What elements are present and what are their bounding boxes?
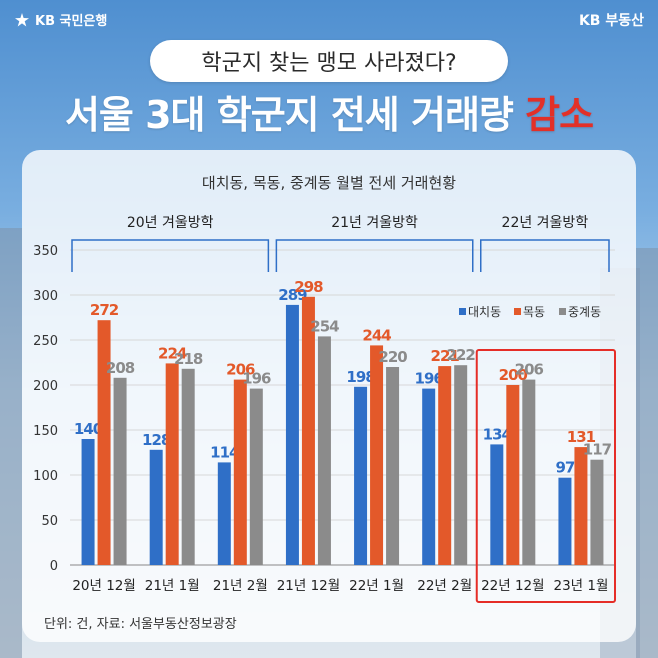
headline-accent: 감소 [525,93,594,137]
chart-title: 대치동, 목동, 중계동 월별 전세 거래현황 [202,174,456,192]
data-label: 134 [483,425,512,443]
bar [386,367,400,565]
bar [233,379,247,565]
y-tick-label: 0 [50,559,58,574]
group-label: 20년 겨울방학 [127,215,214,231]
data-label: 222 [447,346,476,364]
data-label: 140 [74,420,103,438]
legend-swatch [459,308,466,315]
bar [522,379,536,565]
bar [81,439,95,565]
data-label: 114 [210,443,239,461]
data-label: 200 [499,366,528,384]
data-label: 224 [158,344,187,362]
highlight-box [475,349,616,603]
y-tick-label: 300 [33,289,58,304]
x-tick-label: 21년 2월 [213,578,268,594]
bar [506,385,520,565]
headline-main: 서울 3대 학군지 전세 거래량 [64,93,526,137]
x-tick-label: 21년 12월 [277,578,341,594]
bar [97,320,111,565]
source-note: 단위: 건, 자료: 서울부동산정보광장 [44,617,237,632]
bar [370,345,384,565]
kb-real-estate-logo: KB 부동산 [578,13,644,29]
headline: 서울 3대 학군지 전세 거래량 감소 [0,84,658,139]
bar [317,336,331,565]
y-tick-label: 100 [33,469,58,484]
x-tick-label: 22년 12월 [481,578,545,594]
legend-swatch [514,308,521,315]
data-label: 196 [415,370,444,388]
bar [590,459,604,565]
x-tick-label: 21년 1월 [145,578,200,594]
x-tick-label: 22년 1월 [349,578,404,594]
bar [249,388,263,565]
background-building [636,248,658,658]
data-label: 206 [226,361,255,379]
data-label: 218 [174,350,203,368]
data-label: 206 [515,361,544,379]
data-label: 198 [346,368,375,386]
y-tick-label: 250 [33,334,58,349]
bar [165,363,179,565]
data-label: 221 [431,347,460,365]
x-tick-label: 23년 1월 [553,578,608,594]
data-label: 128 [142,431,171,449]
data-label: 220 [378,348,407,366]
bar [574,447,588,565]
y-tick-label: 200 [33,379,58,394]
star-icon [15,12,29,26]
legend-label: 대치동 [468,305,501,319]
group-label: 21년 겨울방학 [331,215,418,231]
bar [181,368,195,565]
legend-swatch [559,308,566,315]
bar [149,449,163,565]
data-label: 196 [242,370,271,388]
background-building [0,228,22,658]
group-bracket [275,239,474,272]
bar [490,444,504,565]
bar [217,462,231,565]
y-tick-label: 150 [33,424,58,439]
bar [113,377,127,565]
legend-label: 중계동 [568,305,601,319]
y-tick-label: 50 [41,514,58,529]
group-bracket [71,239,270,272]
group-label: 22년 겨울방학 [502,215,589,231]
data-label: 289 [278,286,307,304]
group-bracket [480,239,610,272]
bar [354,386,368,565]
data-label: 254 [310,317,339,335]
bar [285,304,299,565]
legend-label: 목동 [523,305,545,319]
bar [438,366,452,565]
data-label: 117 [583,441,612,459]
question-banner: 학군지 찾는 맹모 사라졌다? [150,40,508,82]
data-label: 97 [556,459,575,477]
bar [422,388,436,565]
data-label: 131 [567,428,596,446]
x-tick-label: 22년 2월 [417,578,472,594]
data-label: 244 [362,326,391,344]
kb-kookmin-bank-logo: KB 국민은행 [14,10,107,29]
bar [558,477,572,565]
x-tick-label: 20년 12월 [72,578,136,594]
bar [454,365,468,565]
data-label: 208 [106,359,135,377]
brand-left-text: KB 국민은행 [35,14,108,29]
data-label: 298 [294,278,323,296]
bar [301,296,315,565]
y-tick-label: 350 [33,244,58,259]
data-label: 272 [90,301,119,319]
